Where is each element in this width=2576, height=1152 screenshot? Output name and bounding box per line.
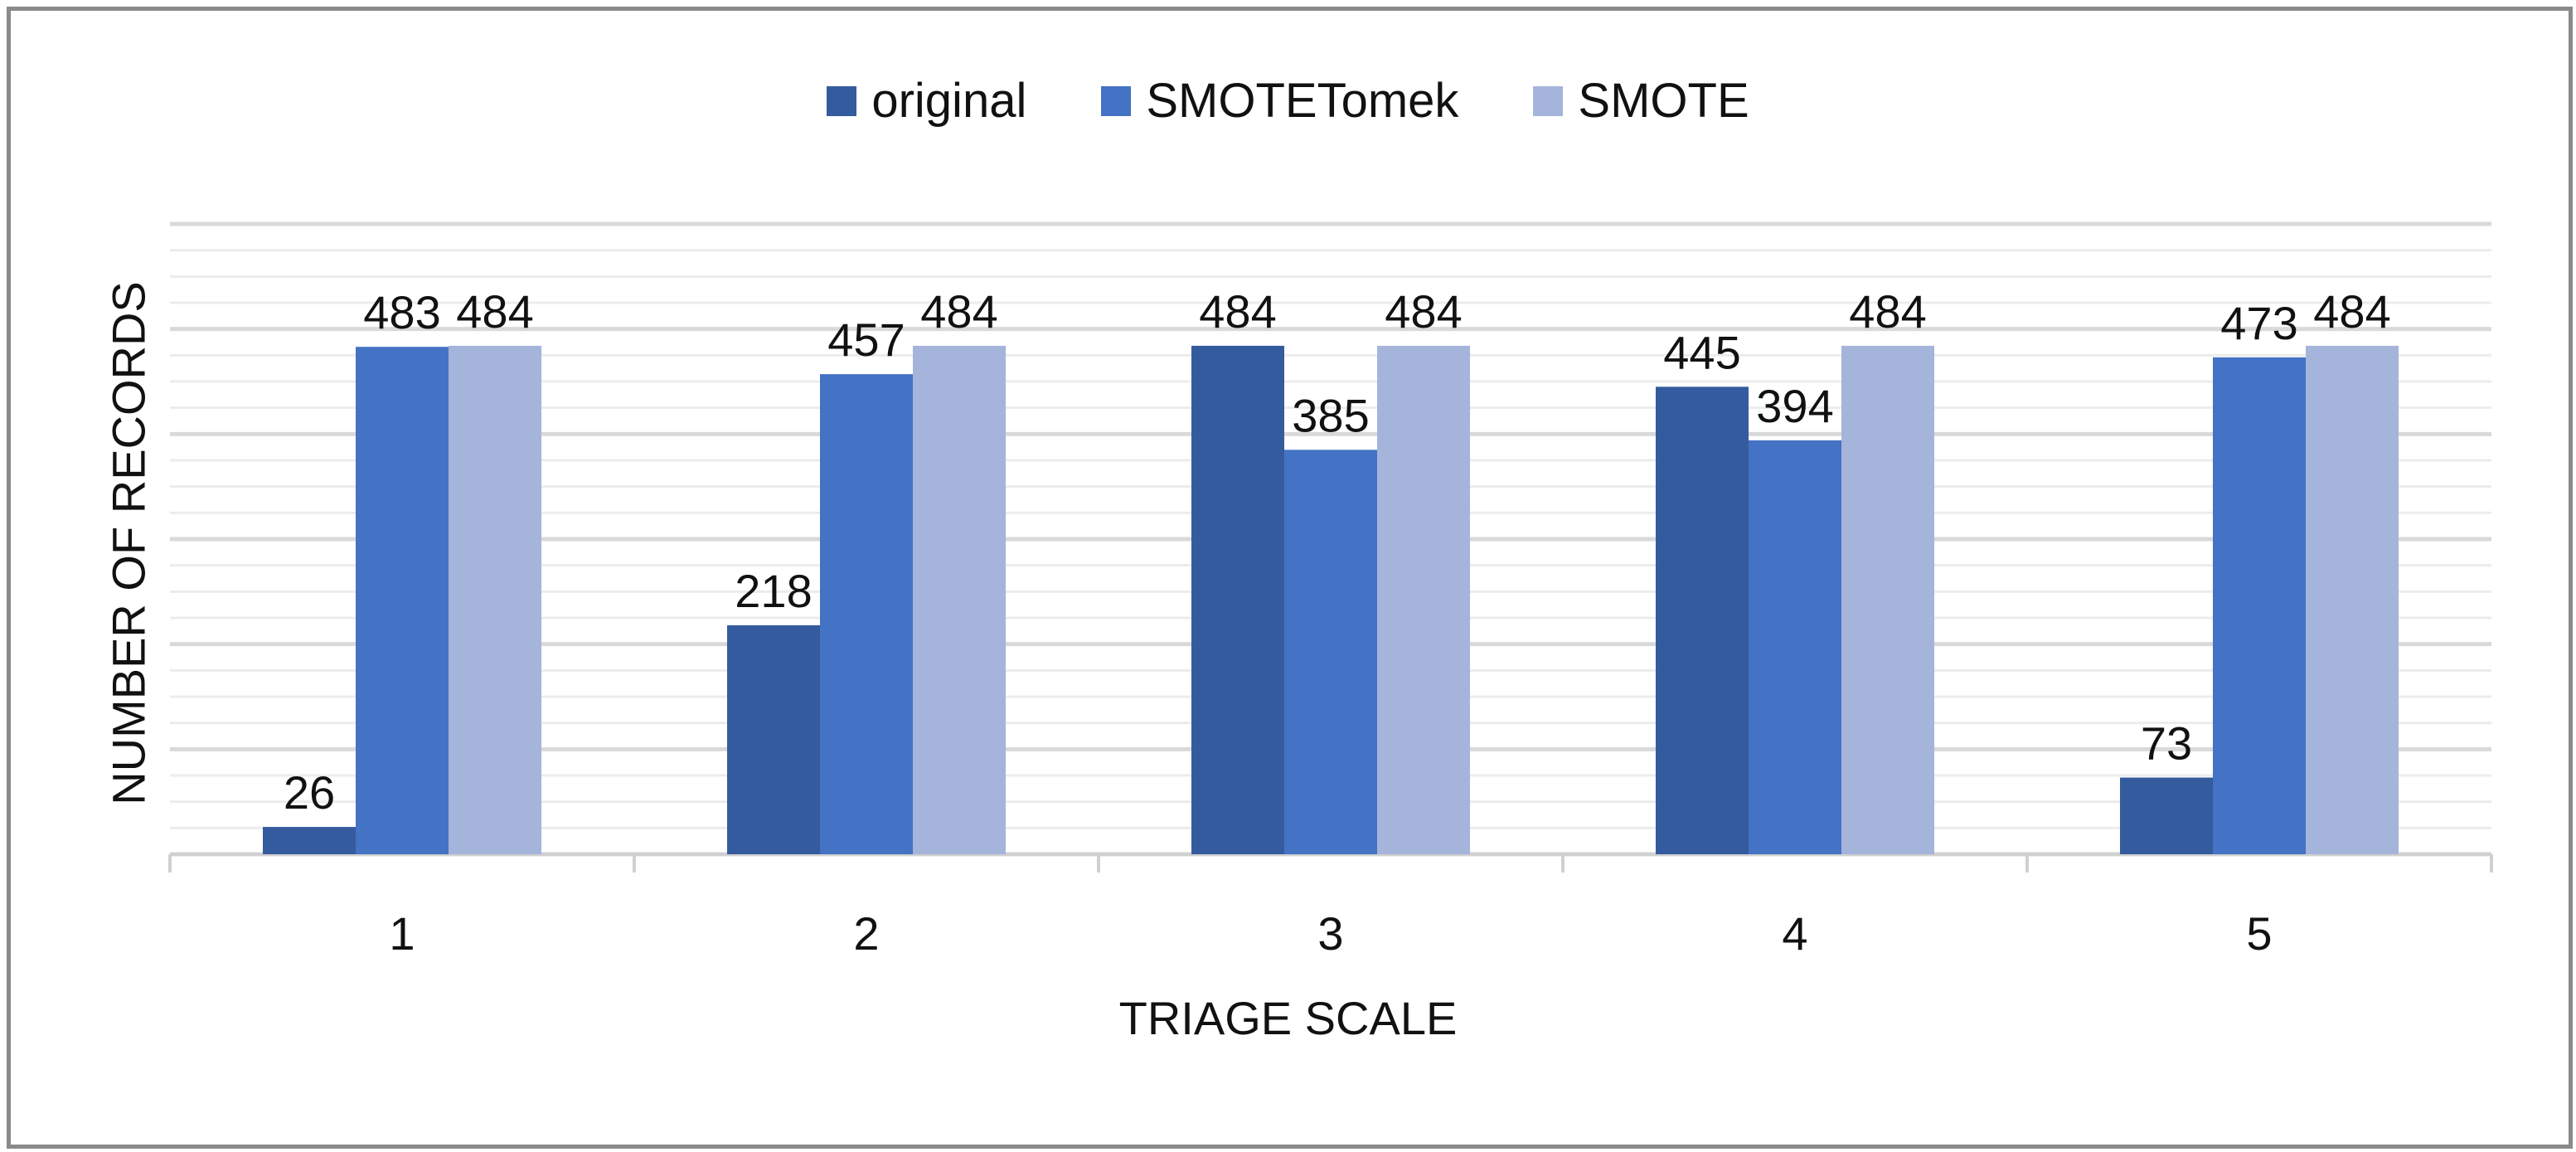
legend-item-smote: SMOTE — [1533, 73, 1749, 129]
data-label: 26 — [284, 766, 335, 819]
bar-smote — [913, 345, 1006, 854]
bar-smote — [1377, 345, 1470, 854]
data-label: 394 — [1756, 380, 1833, 432]
legend-item-smotetomek: SMOTETomek — [1101, 73, 1458, 129]
x-tick-label: 1 — [389, 907, 415, 960]
data-label: 385 — [1292, 389, 1369, 441]
data-label: 484 — [920, 285, 997, 338]
data-label: 445 — [1663, 326, 1740, 378]
data-label: 484 — [1199, 285, 1276, 338]
bar-original — [1656, 386, 1749, 854]
data-label: 218 — [735, 565, 812, 617]
bar-smotetomek — [1284, 450, 1377, 854]
y-axis-title: NUMBER OF RECORDS — [102, 281, 155, 805]
bar-smote — [1841, 345, 1934, 854]
data-label: 484 — [2313, 285, 2390, 338]
x-tick-label: 2 — [853, 907, 879, 960]
data-label: 484 — [1385, 285, 1462, 338]
legend: original SMOTETomek SMOTE — [0, 73, 2576, 129]
legend-swatch-original — [827, 85, 857, 116]
bar-original — [727, 625, 820, 854]
x-tick-label: 5 — [2246, 907, 2272, 960]
legend-label-original: original — [871, 74, 1027, 128]
data-label: 484 — [456, 285, 533, 338]
legend-swatch-smote — [1533, 85, 1564, 116]
legend-swatch-smotetomek — [1101, 85, 1132, 116]
data-label: 483 — [363, 286, 440, 338]
bar-original — [263, 827, 356, 854]
x-tick-label: 3 — [1317, 907, 1343, 960]
bar-smotetomek — [820, 374, 913, 855]
bar-original — [1191, 345, 1284, 854]
bar-smotetomek — [356, 347, 449, 854]
bar-smotetomek — [2213, 357, 2306, 854]
bar-smote — [449, 345, 541, 854]
data-label: 73 — [2141, 717, 2192, 770]
data-label: 457 — [827, 314, 905, 366]
bar-smote — [2306, 345, 2399, 854]
legend-label-smote: SMOTE — [1578, 74, 1749, 128]
data-label: 473 — [2220, 297, 2297, 349]
x-axis-title: TRIAGE SCALE — [1118, 992, 1458, 1044]
legend-item-original: original — [827, 73, 1026, 129]
bar-original — [2120, 777, 2213, 854]
chart-frame — [7, 7, 2573, 1149]
bar-smotetomek — [1749, 440, 1841, 854]
legend-label-smotetomek: SMOTETomek — [1146, 74, 1459, 128]
data-label: 484 — [1849, 285, 1926, 338]
x-tick-label: 4 — [1782, 907, 1807, 960]
